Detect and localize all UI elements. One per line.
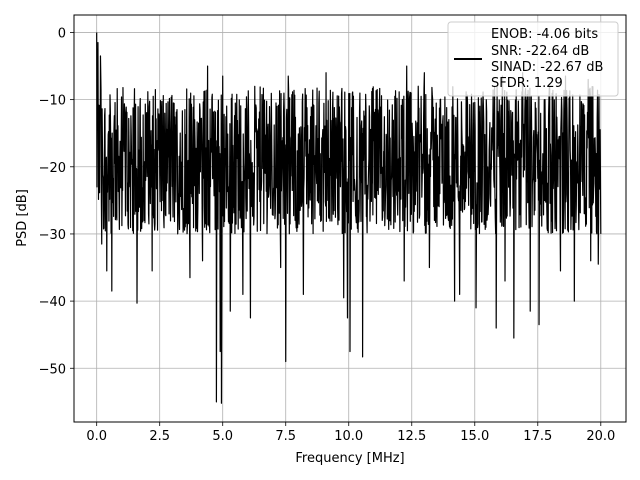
x-tick-label: 15.0 [460,429,489,444]
x-tick-label: 10.0 [334,429,363,444]
x-tick-label: 2.5 [149,429,170,444]
x-axis-label: Frequency [MHz] [295,451,404,466]
x-tick-label: 7.5 [275,429,296,444]
y-tick-label: −30 [39,228,66,243]
psd-series-line [96,32,602,404]
legend-text-sfdr: SFDR: 1.29 [491,76,563,91]
x-tick-label: 20.0 [586,429,615,444]
y-axis-label: PSD [dB] [15,189,30,247]
y-tick-label: −50 [39,362,66,377]
legend-text-sinad: SINAD: -22.67 dB [491,60,603,75]
y-tick-label: −40 [39,295,66,310]
psd-series [96,32,602,404]
legend-box [447,21,619,97]
x-tick-label: 5.0 [212,429,233,444]
legend-text-enob: ENOB: -4.06 bits [491,27,598,42]
legend: ENOB: -4.06 bits SNR: -22.64 dB SINAD: -… [447,21,619,97]
x-tick-label: 12.5 [397,429,426,444]
x-axis: 0.0 2.5 5.0 7.5 10.0 12.5 15.0 17.5 20.0 [86,422,615,444]
y-tick-label: −20 [39,161,66,176]
x-tick-label: 0.0 [86,429,107,444]
axes-frame [73,14,627,423]
y-axis: 0 −10 −20 −30 −40 −50 [39,26,74,377]
y-tick-label: −10 [39,94,66,109]
x-tick-label: 17.5 [523,429,552,444]
plot-area [96,32,602,404]
legend-text-snr: SNR: -22.64 dB [491,44,589,59]
y-tick-label: 0 [58,26,66,41]
